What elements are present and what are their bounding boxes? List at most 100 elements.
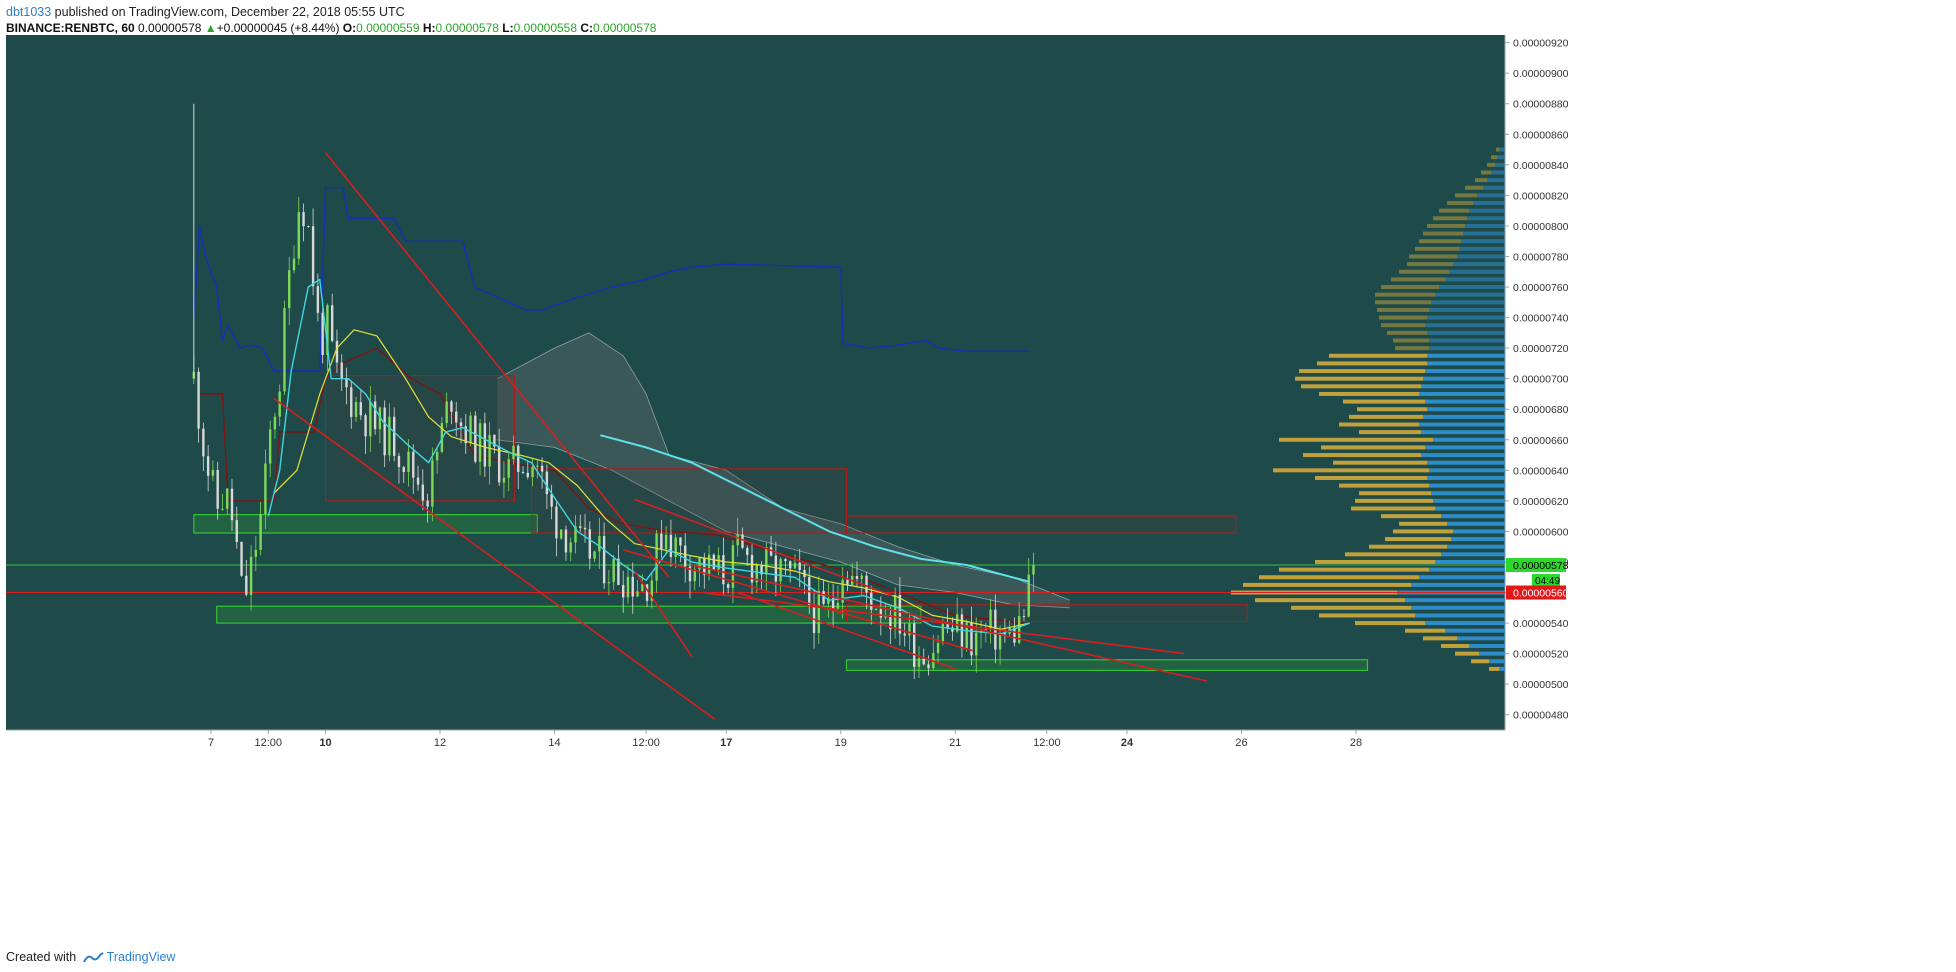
volume-profile-bar — [1339, 483, 1429, 488]
volume-profile-bar — [1381, 285, 1439, 290]
candle-body — [254, 549, 258, 557]
volume-profile-bar — [1487, 178, 1505, 183]
volume-profile-bar — [1411, 605, 1505, 610]
candle-body — [264, 463, 267, 514]
volume-profile-bar — [1387, 330, 1427, 335]
volume-profile-bar — [1345, 552, 1441, 557]
candle-body — [221, 508, 224, 510]
price-axis-label: 0.00000760 — [1513, 282, 1569, 294]
time-axis-label: 17 — [720, 737, 732, 749]
candle-body — [703, 557, 706, 575]
candle-body — [998, 633, 1002, 650]
volume-profile-bar — [1319, 613, 1415, 618]
volume-profile-bar — [1445, 628, 1505, 633]
candle-body — [788, 561, 792, 569]
trendline — [737, 591, 956, 670]
resistance-zone — [531, 468, 847, 534]
time-axis-label: 12:00 — [632, 737, 660, 749]
candle-body — [684, 545, 687, 567]
volume-profile-bar — [1423, 231, 1463, 236]
candle-body — [841, 579, 844, 603]
candle-body — [235, 520, 238, 543]
symbol-label: BINANCE:RENBTC, 60 — [6, 21, 135, 35]
footer: Created with TradingView — [6, 950, 175, 964]
candle-body — [268, 429, 272, 464]
candle-body — [555, 506, 558, 539]
open-value: 0.00000559 — [356, 21, 420, 35]
volume-profile-bar — [1465, 223, 1505, 228]
volume-profile-bar — [1429, 338, 1505, 343]
volume-profile-bar — [1445, 277, 1505, 282]
candle-body — [636, 591, 639, 597]
volume-profile-bar — [1377, 307, 1429, 312]
volume-profile-bar — [1421, 384, 1505, 389]
volume-profile-bar — [1427, 353, 1505, 358]
close-label: C: — [580, 21, 594, 35]
candle-body — [908, 623, 911, 636]
cloud-lower-line — [497, 439, 1070, 609]
close-value: 0.00000578 — [593, 21, 657, 35]
candle-body — [822, 590, 825, 604]
candle-body — [531, 466, 534, 478]
time-axis-label: 21 — [949, 737, 961, 749]
candle-body — [622, 584, 625, 598]
volume-profile-bar — [1431, 491, 1505, 496]
time-axis-label: 24 — [1121, 737, 1134, 749]
price-axis-label: 0.00000680 — [1513, 404, 1569, 416]
price-axis-label: 0.00000540 — [1513, 618, 1569, 630]
candle-body — [736, 534, 739, 546]
candle-body — [350, 387, 353, 417]
candle-body — [316, 286, 320, 313]
volume-profile-bar — [1299, 369, 1425, 374]
volume-profile-bar — [1481, 170, 1491, 175]
candle-body — [211, 469, 215, 476]
volume-profile-bar — [1496, 147, 1499, 152]
volume-profile-bar — [1393, 529, 1453, 534]
candle-body — [240, 542, 243, 576]
price-axis-panel — [1505, 35, 1566, 730]
username-link[interactable]: dbt1033 — [6, 5, 52, 19]
candle-body — [550, 494, 553, 507]
volume-profile-bar — [1425, 445, 1505, 450]
volume-profile-bar — [1463, 231, 1505, 236]
candle-body — [545, 471, 549, 495]
volume-profile-bar — [1399, 269, 1449, 274]
candle-body — [965, 622, 968, 649]
trendline — [273, 397, 716, 720]
price-axis-label: 0.00000820 — [1513, 190, 1569, 202]
tradingview-link[interactable]: TradingView — [106, 950, 176, 964]
created-with-text: Created with — [6, 950, 77, 964]
volume-profile-bar — [1429, 307, 1505, 312]
high-value: 0.00000578 — [435, 21, 499, 35]
candle-body — [583, 527, 587, 530]
candle-body — [917, 658, 921, 667]
volume-profile-bar — [1425, 369, 1505, 374]
price-axis-label: 0.00000640 — [1513, 465, 1569, 477]
candle-body — [717, 555, 720, 570]
volume-profile-bar — [1435, 559, 1505, 564]
countdown-tag — [1532, 574, 1560, 587]
candle-body — [574, 526, 577, 543]
plot-background — [6, 35, 1505, 730]
candle-body — [416, 477, 420, 485]
volume-profile-bar — [1419, 391, 1505, 396]
candle-body — [1032, 565, 1035, 575]
volume-profile-bar — [1379, 315, 1427, 320]
time-axis-label: 26 — [1235, 737, 1247, 749]
volume-profile-bar — [1259, 575, 1419, 580]
candle-body — [970, 622, 973, 656]
candle-body — [359, 402, 363, 416]
candle-body — [559, 529, 563, 539]
candle-body — [922, 658, 925, 665]
volume-profile-bar — [1329, 353, 1427, 358]
candle-body — [893, 594, 897, 630]
volume-profile-bar — [1321, 445, 1425, 450]
countdown-tag-label: 04:49 — [1535, 576, 1560, 587]
candle-body — [793, 562, 797, 569]
candle-body — [726, 584, 730, 588]
volume-profile-bar — [1465, 185, 1483, 190]
candle-body — [975, 632, 978, 656]
candle-body — [369, 401, 372, 437]
candle-body — [626, 576, 630, 598]
